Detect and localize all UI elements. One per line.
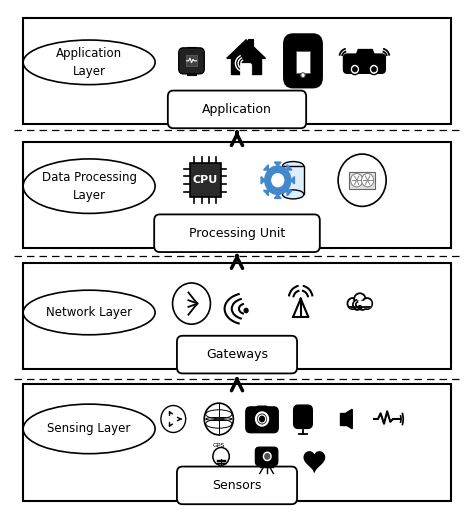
FancyBboxPatch shape (154, 215, 320, 252)
FancyBboxPatch shape (284, 34, 322, 88)
Polygon shape (274, 162, 281, 166)
Circle shape (301, 73, 305, 77)
Polygon shape (291, 176, 294, 184)
Bar (296, 51, 310, 73)
Polygon shape (355, 50, 376, 58)
Bar (23, 384, 451, 501)
Polygon shape (227, 40, 265, 58)
Circle shape (350, 64, 360, 75)
Ellipse shape (23, 40, 155, 85)
Polygon shape (346, 409, 352, 429)
Polygon shape (274, 195, 281, 199)
Bar (23, 263, 451, 369)
Text: GPS: GPS (213, 443, 225, 448)
FancyBboxPatch shape (255, 447, 278, 465)
Bar (23, 141, 451, 248)
Polygon shape (287, 190, 292, 196)
Ellipse shape (283, 190, 304, 199)
Bar (283, 166, 304, 195)
Circle shape (362, 298, 372, 309)
Circle shape (369, 64, 379, 75)
Polygon shape (264, 165, 269, 170)
Bar (340, 413, 346, 425)
FancyBboxPatch shape (168, 91, 306, 128)
Circle shape (353, 67, 357, 72)
Ellipse shape (23, 290, 155, 335)
Bar (187, 69, 196, 75)
Circle shape (265, 166, 291, 195)
Polygon shape (264, 190, 269, 196)
Circle shape (213, 447, 229, 465)
Text: Network Layer: Network Layer (46, 306, 132, 319)
Bar (349, 172, 375, 188)
Bar (248, 39, 253, 49)
Circle shape (258, 415, 265, 423)
Circle shape (351, 173, 363, 187)
Bar (231, 58, 261, 74)
FancyBboxPatch shape (256, 406, 268, 414)
Circle shape (358, 305, 362, 310)
Ellipse shape (23, 404, 155, 454)
Bar (190, 164, 220, 197)
Text: Application
Layer: Application Layer (56, 47, 122, 78)
FancyBboxPatch shape (344, 54, 385, 73)
Polygon shape (304, 452, 325, 472)
FancyBboxPatch shape (177, 466, 297, 504)
Polygon shape (261, 176, 265, 184)
Ellipse shape (283, 162, 304, 171)
Polygon shape (287, 165, 292, 170)
Circle shape (244, 309, 248, 313)
Bar (186, 56, 197, 66)
Circle shape (204, 403, 233, 435)
FancyBboxPatch shape (294, 405, 312, 428)
Circle shape (347, 298, 358, 309)
Bar (187, 46, 196, 53)
Circle shape (256, 412, 268, 426)
Text: CPU: CPU (192, 175, 218, 185)
FancyBboxPatch shape (177, 336, 297, 374)
FancyBboxPatch shape (179, 48, 204, 74)
Text: Sensors: Sensors (212, 479, 262, 492)
FancyBboxPatch shape (246, 407, 278, 432)
Text: Gateways: Gateways (206, 348, 268, 361)
Circle shape (353, 301, 361, 310)
Text: Sensing Layer: Sensing Layer (47, 423, 131, 436)
Text: Application: Application (202, 103, 272, 116)
Bar (23, 18, 451, 124)
Text: Processing Unit: Processing Unit (189, 227, 285, 240)
Ellipse shape (23, 159, 155, 214)
Circle shape (359, 301, 366, 310)
Circle shape (354, 293, 365, 306)
Circle shape (362, 173, 374, 187)
FancyBboxPatch shape (240, 63, 252, 77)
Circle shape (244, 70, 246, 73)
Circle shape (338, 154, 386, 206)
Circle shape (264, 452, 271, 461)
Circle shape (372, 67, 376, 72)
Circle shape (173, 283, 210, 324)
Circle shape (272, 174, 283, 187)
Text: Data Processing
Layer: Data Processing Layer (42, 171, 137, 202)
